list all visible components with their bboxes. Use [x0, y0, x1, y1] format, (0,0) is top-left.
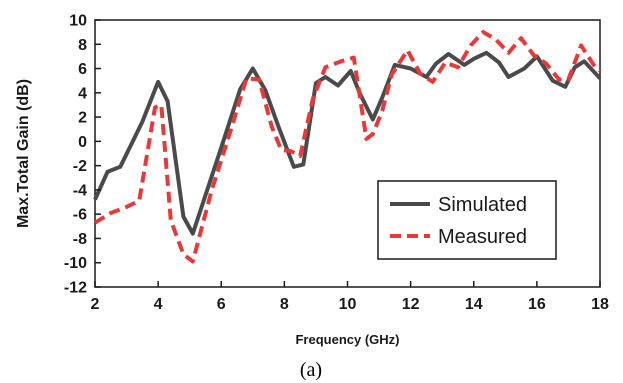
- y-tick-label: -10: [64, 255, 87, 272]
- legend-box: [377, 180, 557, 260]
- x-tick-label: 16: [528, 296, 546, 313]
- y-tick-label: 10: [69, 13, 87, 30]
- y-tick-label: -6: [73, 207, 87, 224]
- y-tick-label: 8: [78, 37, 87, 54]
- legend-label-simulated: Simulated: [438, 194, 527, 216]
- y-tick-label: 6: [78, 61, 87, 78]
- figure-caption: (a): [300, 359, 322, 381]
- series-layer: [93, 30, 602, 264]
- ticks-layer: 2 4 6 8 10 12 14 16 18 -12 -10 -8 -6 -4 -2 0 2 4 6 8 10: [64, 13, 609, 314]
- y-tick-label: -12: [64, 280, 87, 297]
- x-tick-label: 12: [402, 296, 420, 313]
- y-tick-label: -4: [73, 182, 87, 199]
- y-tick-label: 2: [78, 110, 87, 127]
- x-tick-label: 8: [280, 296, 289, 313]
- y-tick-label: 4: [78, 85, 87, 102]
- x-tick-label: 6: [217, 296, 226, 313]
- x-tick-label: 2: [91, 296, 100, 313]
- y-tick-label: -8: [73, 231, 87, 248]
- series-line-measured: [93, 30, 602, 264]
- legend-label-measured: Measured: [438, 226, 527, 248]
- legend: Simulated Measured: [377, 180, 557, 260]
- x-tick-label: 10: [339, 296, 357, 313]
- x-tick-label: 14: [465, 296, 483, 313]
- x-tick-label: 18: [591, 296, 609, 313]
- y-tick-label: -2: [73, 158, 87, 175]
- y-axis-label: Max.Total Gain (dB): [15, 79, 32, 228]
- y-tick-label: 0: [78, 134, 87, 151]
- x-tick-label: 4: [154, 296, 163, 313]
- x-axis-label: Frequency (GHz): [295, 332, 399, 347]
